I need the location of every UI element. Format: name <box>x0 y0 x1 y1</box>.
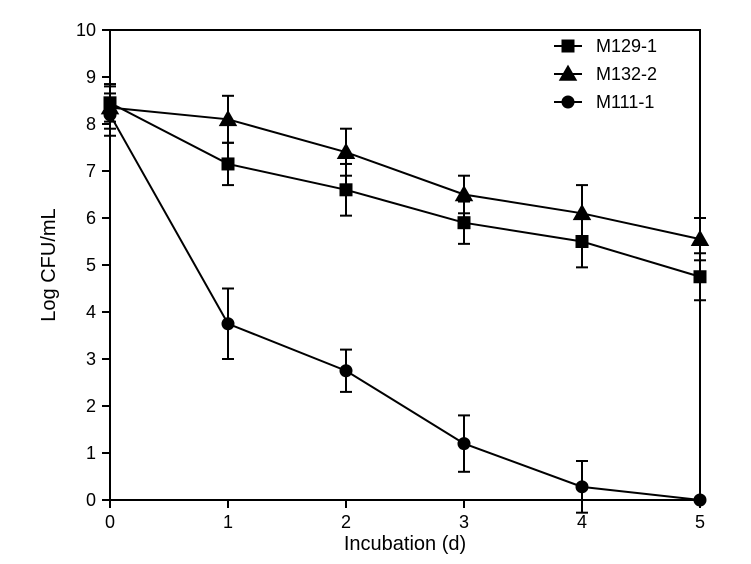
y-tick-label: 4 <box>86 302 96 322</box>
x-tick-label: 1 <box>223 512 233 532</box>
legend-label: M132-2 <box>596 64 657 84</box>
chart-svg: 0 1 2 3 4 5 0 1 2 3 4 5 6 7 8 9 10 Incubation (d) Log CFU/… <box>0 0 751 564</box>
data-marker <box>340 365 352 377</box>
data-marker <box>694 271 706 283</box>
y-tick-label: 7 <box>86 161 96 181</box>
y-tick-label: 0 <box>86 490 96 510</box>
data-marker <box>458 438 470 450</box>
y-tick-label: 8 <box>86 114 96 134</box>
y-tick-label: 2 <box>86 396 96 416</box>
legend: M129-1 M132-2 M111-1 <box>554 36 657 112</box>
x-tick-label: 2 <box>341 512 351 532</box>
x-tick-label: 3 <box>459 512 469 532</box>
x-tick-label: 5 <box>695 512 705 532</box>
legend-label: M111-1 <box>596 92 654 112</box>
y-tick-label: 1 <box>86 443 96 463</box>
y-tick-label: 6 <box>86 208 96 228</box>
legend-label: M129-1 <box>596 36 657 56</box>
x-axis-label: Incubation (d) <box>344 533 466 555</box>
data-marker <box>340 184 352 196</box>
chart-container: 0 1 2 3 4 5 0 1 2 3 4 5 6 7 8 9 10 Incubation (d) Log CFU/… <box>0 0 751 564</box>
data-marker <box>458 217 470 229</box>
data-marker <box>104 109 116 121</box>
data-marker <box>222 318 234 330</box>
data-marker <box>222 158 234 170</box>
y-tick-label: 3 <box>86 349 96 369</box>
legend-marker <box>562 96 574 108</box>
y-axis-label: Log CFU/mL <box>38 208 60 321</box>
data-marker <box>694 494 706 506</box>
data-marker <box>576 481 588 493</box>
legend-marker <box>562 40 574 52</box>
x-tick-label: 4 <box>577 512 587 532</box>
y-tick-label: 10 <box>76 20 96 40</box>
y-tick-label: 5 <box>86 255 96 275</box>
x-tick-label: 0 <box>105 512 115 532</box>
y-tick-label: 9 <box>86 67 96 87</box>
